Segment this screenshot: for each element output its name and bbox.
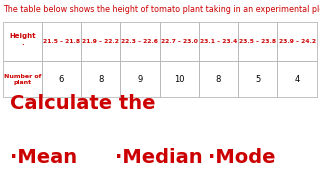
Bar bbox=[81, 22, 120, 61]
Bar bbox=[81, 61, 120, 97]
Bar bbox=[42, 22, 81, 61]
Text: 22.3 – 22.6: 22.3 – 22.6 bbox=[122, 39, 158, 44]
Bar bbox=[42, 61, 81, 97]
Text: The table below shows the height of tomato plant taking in an experimental plot: The table below shows the height of toma… bbox=[3, 4, 320, 14]
Text: 23.1 – 23.4: 23.1 – 23.4 bbox=[200, 39, 237, 44]
Bar bbox=[160, 61, 199, 97]
Bar bbox=[3, 61, 42, 97]
Text: 22.7 – 23.0: 22.7 – 23.0 bbox=[161, 39, 198, 44]
Bar bbox=[3, 22, 42, 61]
Bar bbox=[160, 22, 199, 61]
Text: ·Median: ·Median bbox=[115, 148, 203, 167]
Text: 5: 5 bbox=[255, 75, 260, 84]
Bar bbox=[277, 61, 317, 97]
Bar bbox=[120, 22, 160, 61]
Bar bbox=[120, 61, 160, 97]
Bar bbox=[199, 61, 238, 97]
Bar bbox=[238, 61, 277, 97]
Bar bbox=[199, 22, 238, 61]
Text: Number of
plant: Number of plant bbox=[4, 74, 41, 85]
Text: 23.9 – 24.2: 23.9 – 24.2 bbox=[279, 39, 316, 44]
Text: ·Mode: ·Mode bbox=[208, 148, 276, 167]
Text: 23.5 – 23.8: 23.5 – 23.8 bbox=[239, 39, 276, 44]
Text: 9: 9 bbox=[137, 75, 142, 84]
Text: 8: 8 bbox=[216, 75, 221, 84]
Text: Height
.: Height . bbox=[9, 33, 36, 46]
Bar bbox=[238, 22, 277, 61]
Text: ·Mean: ·Mean bbox=[10, 148, 77, 167]
Text: 6: 6 bbox=[59, 75, 64, 84]
Text: Calculate the: Calculate the bbox=[10, 94, 155, 113]
Text: 21.5 – 21.8: 21.5 – 21.8 bbox=[43, 39, 80, 44]
Text: 21.9 – 22.2: 21.9 – 22.2 bbox=[82, 39, 119, 44]
Text: 4: 4 bbox=[294, 75, 300, 84]
Text: 10: 10 bbox=[174, 75, 184, 84]
Bar bbox=[277, 22, 317, 61]
Text: 8: 8 bbox=[98, 75, 103, 84]
